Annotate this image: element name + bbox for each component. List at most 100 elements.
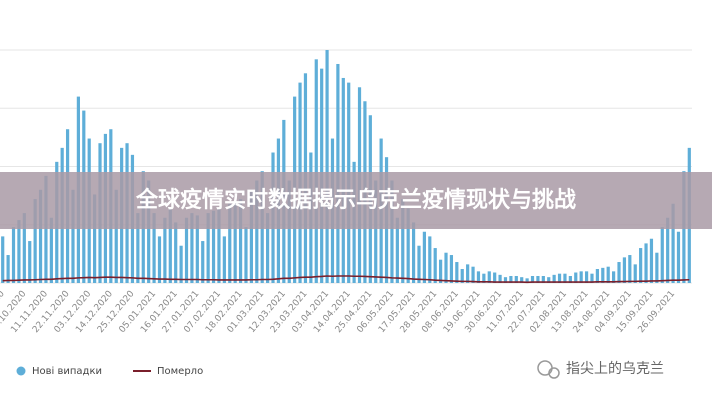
bar [514, 276, 518, 283]
bar [411, 222, 416, 283]
bar [503, 277, 508, 283]
bar [71, 189, 75, 283]
bar [547, 277, 551, 283]
bar [541, 276, 545, 283]
bar [444, 252, 448, 283]
bar [325, 50, 329, 283]
bar [6, 255, 10, 283]
bar [525, 278, 529, 283]
bar [22, 213, 26, 283]
bar [163, 217, 167, 283]
bar [482, 273, 486, 283]
legend: Нові випадки Померло [16, 365, 203, 377]
bar [195, 215, 199, 283]
bar [190, 213, 194, 283]
bar [422, 231, 426, 283]
bar [233, 201, 237, 283]
bar [255, 180, 259, 283]
bar [433, 248, 437, 283]
bar [147, 180, 151, 283]
bar [568, 276, 572, 283]
bar [660, 227, 664, 283]
bar [157, 236, 162, 283]
bar [314, 59, 318, 283]
legend-label: Нові випадки [32, 365, 102, 377]
bar [206, 213, 210, 283]
bar [374, 180, 378, 283]
bar [449, 255, 454, 283]
bar [222, 236, 226, 283]
bar [44, 175, 48, 283]
bar [655, 252, 659, 283]
bar [406, 208, 410, 283]
bar [639, 248, 643, 283]
bar [487, 271, 491, 283]
bar [509, 276, 513, 283]
bar [520, 277, 524, 283]
bar [601, 267, 605, 283]
bar [455, 262, 459, 283]
bar [606, 266, 610, 283]
bar [476, 271, 481, 283]
bar [114, 189, 118, 283]
legend-label: Померло [157, 366, 203, 377]
bar [563, 273, 567, 283]
bar [174, 222, 178, 283]
bar [238, 199, 243, 283]
bar [390, 180, 394, 283]
watermark-icon [548, 367, 560, 379]
bar [557, 273, 562, 283]
bar [493, 272, 497, 283]
bar [671, 203, 675, 283]
bar [649, 238, 654, 283]
bar [168, 208, 172, 283]
bar [574, 272, 578, 283]
bar [617, 262, 621, 283]
bar [417, 245, 421, 283]
banner-title: 全球疫情实时数据揭示乌克兰疫情现状与挑战 [135, 187, 576, 213]
bar [530, 276, 535, 283]
bar [584, 271, 589, 283]
bar [11, 227, 16, 283]
bar [244, 227, 248, 283]
bar [287, 180, 291, 283]
bar [211, 210, 216, 283]
bar [179, 245, 183, 283]
bar [33, 199, 37, 283]
watermark: 指尖上的乌克兰 [537, 360, 664, 379]
bar [676, 231, 681, 283]
bar [401, 199, 405, 283]
bar [590, 273, 594, 283]
bar [136, 213, 140, 283]
bar [666, 217, 670, 283]
bar [201, 241, 205, 283]
line [2, 275, 690, 284]
bar [622, 257, 627, 283]
bar [628, 255, 632, 283]
bar [595, 269, 599, 283]
bar [49, 217, 53, 283]
bar [266, 213, 270, 283]
title-banner [0, 172, 712, 229]
watermark-text: 指尖上的乌克兰 [566, 361, 664, 377]
bar [552, 274, 556, 283]
bar [633, 264, 637, 283]
bar [184, 217, 189, 283]
bar [395, 217, 399, 283]
legend-marker [16, 366, 26, 376]
bar [460, 269, 464, 283]
bar [28, 241, 32, 283]
bar [466, 264, 470, 283]
bar [17, 220, 21, 283]
bar [536, 276, 540, 283]
bar [38, 189, 43, 283]
bar [644, 243, 648, 283]
bar [93, 194, 97, 283]
bar [228, 203, 232, 283]
bar [249, 189, 253, 283]
bar [612, 271, 616, 283]
bar [439, 259, 443, 283]
bar [498, 274, 502, 283]
bar [217, 208, 221, 283]
